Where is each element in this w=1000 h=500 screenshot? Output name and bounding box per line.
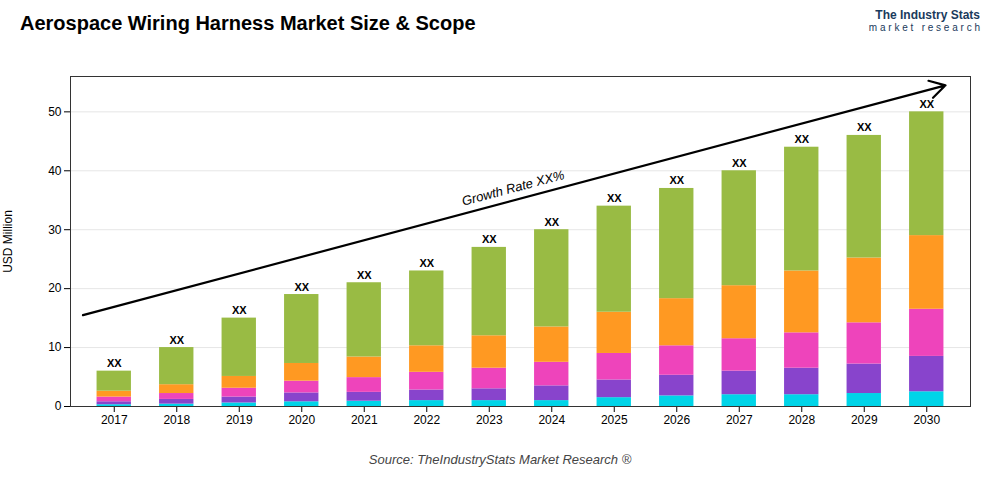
svg-text:2021: 2021	[351, 413, 378, 427]
svg-text:2017: 2017	[101, 413, 128, 427]
svg-text:XX: XX	[107, 357, 122, 369]
svg-text:2029: 2029	[851, 413, 878, 427]
html-text:The Industry Stats: The Industry Stats	[875, 8, 980, 22]
svg-text:40: 40	[48, 164, 62, 178]
svg-text:XX: XX	[169, 334, 184, 346]
svg-text:XX: XX	[669, 174, 684, 186]
html-text:Source: TheIndustryStats Marke: Source: TheIndustryStats Market Research…	[368, 452, 632, 467]
svg-text:XX: XX	[607, 192, 622, 204]
svg-text:XX: XX	[232, 304, 247, 316]
svg-text:XX: XX	[919, 98, 934, 110]
svg-text:XX: XX	[794, 133, 809, 145]
svg-text:2026: 2026	[663, 413, 690, 427]
svg-text:2024: 2024	[538, 413, 565, 427]
svg-text:20: 20	[48, 281, 62, 295]
svg-text:2018: 2018	[163, 413, 190, 427]
svg-text:XX: XX	[732, 157, 747, 169]
svg-text:2027: 2027	[726, 413, 753, 427]
svg-text:XX: XX	[544, 216, 559, 228]
svg-text:2020: 2020	[288, 413, 315, 427]
svg-text:2022: 2022	[413, 413, 440, 427]
svg-text:2019: 2019	[226, 413, 253, 427]
svg-text:0: 0	[55, 399, 62, 413]
svg-text:30: 30	[48, 223, 62, 237]
svg-text:2028: 2028	[788, 413, 815, 427]
svg-text:2030: 2030	[913, 413, 940, 427]
svg-text:2025: 2025	[601, 413, 628, 427]
svg-text:50: 50	[48, 105, 62, 119]
svg-text:2023: 2023	[476, 413, 503, 427]
html-text:m a r k e t r e s e a r c h: m a r k e t r e s e a r c h	[868, 22, 980, 33]
svg-text:XX: XX	[857, 121, 872, 133]
svg-text:XX: XX	[419, 257, 434, 269]
svg-text:10: 10	[48, 340, 62, 354]
svg-text:XX: XX	[357, 269, 372, 281]
html-text:Aerospace Wiring Harness Marke: Aerospace Wiring Harness Market Size & S…	[20, 12, 476, 34]
svg-text:USD Million: USD Million	[1, 210, 15, 273]
svg-text:Growth Rate XX%: Growth Rate XX%	[460, 167, 566, 209]
svg-text:XX: XX	[482, 233, 497, 245]
svg-text:XX: XX	[294, 281, 309, 293]
